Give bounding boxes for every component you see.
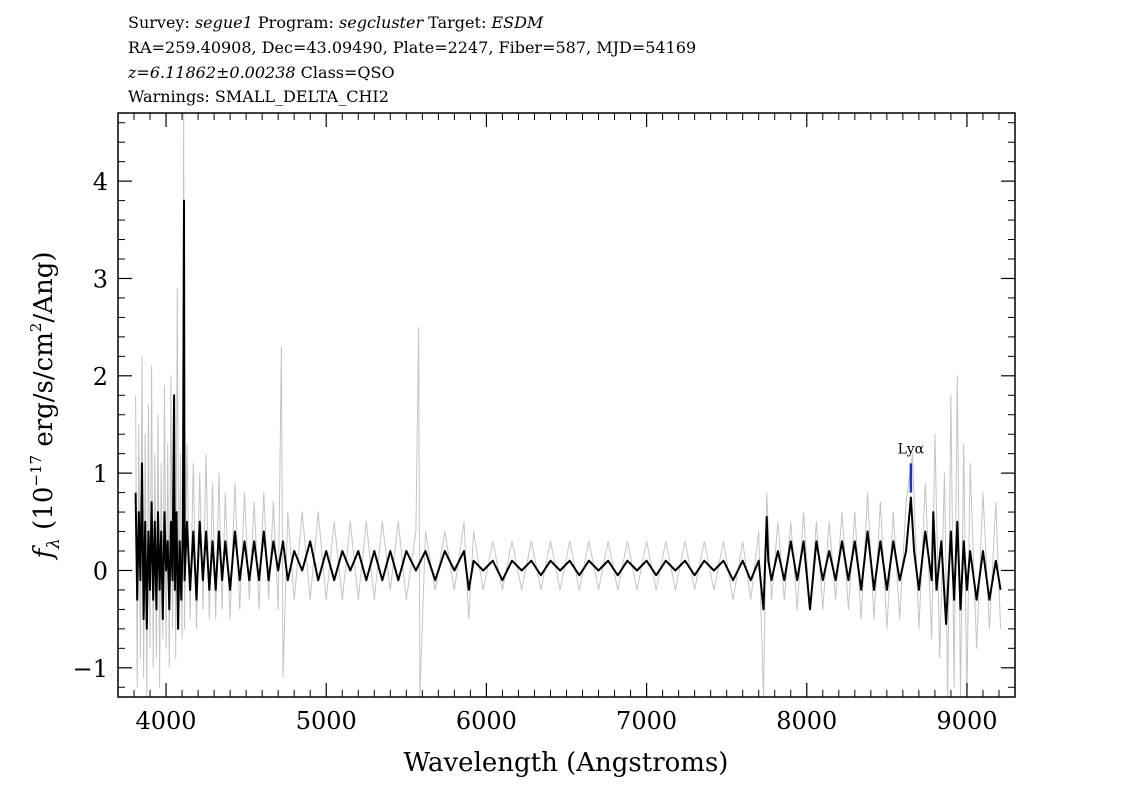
plot-frame <box>117 112 1016 698</box>
y-tick-label: 1 <box>93 460 108 488</box>
x-tick-label: 6000 <box>456 707 517 735</box>
raw-flux-series <box>135 112 1002 698</box>
header-line-warnings: Warnings: SMALL_DELTA_CHI2 <box>128 87 389 106</box>
survey-label: Survey: <box>128 13 195 32</box>
y-axis-title: fλ (10−17 erg/s/cm2/Ang) <box>27 252 64 561</box>
line-annotations: Lyα <box>898 441 925 493</box>
y-tick-label: −1 <box>73 655 108 683</box>
program-value: segcluster <box>339 13 424 32</box>
header-line-coordinates: RA=259.40908, Dec=43.09490, Plate=2247, … <box>128 38 697 57</box>
y-tick-label: 0 <box>93 557 108 585</box>
smoothed-flux-series <box>134 199 1002 630</box>
survey-value: segue1 <box>194 13 253 32</box>
class-value: Class=QSO <box>295 63 395 82</box>
header-line-redshift: z=6.11862±0.00238 Class=QSO <box>128 64 395 82</box>
x-tick-label: 7000 <box>616 707 677 735</box>
y-tick-label: 2 <box>93 363 108 391</box>
x-tick-label: 4000 <box>136 707 197 735</box>
axis-ticks <box>117 113 1016 697</box>
target-label: Target: <box>423 13 492 32</box>
x-axis-title: Wavelength (Angstroms) <box>404 748 729 778</box>
program-label: Program: <box>252 13 340 32</box>
x-tick-label: 8000 <box>776 707 837 735</box>
header-line-survey: Survey: segue1 Program: segcluster Targe… <box>128 14 543 32</box>
y-tick-label: 3 <box>93 265 108 293</box>
axis-tick-labels: 4000 5000 6000 7000 8000 9000 −1 0 1 2 3 4 <box>73 168 998 735</box>
smoothed-flux-line <box>134 199 1002 630</box>
x-tick-label: 9000 <box>936 707 997 735</box>
raw-flux-line <box>135 112 1002 698</box>
y-tick-label: 4 <box>93 168 108 196</box>
target-value: ESDM <box>491 13 544 32</box>
x-tick-label: 5000 <box>296 707 357 735</box>
redshift-value: z=6.11862±0.00238 <box>128 63 296 82</box>
lyman-alpha-label: Lyα <box>898 441 925 457</box>
